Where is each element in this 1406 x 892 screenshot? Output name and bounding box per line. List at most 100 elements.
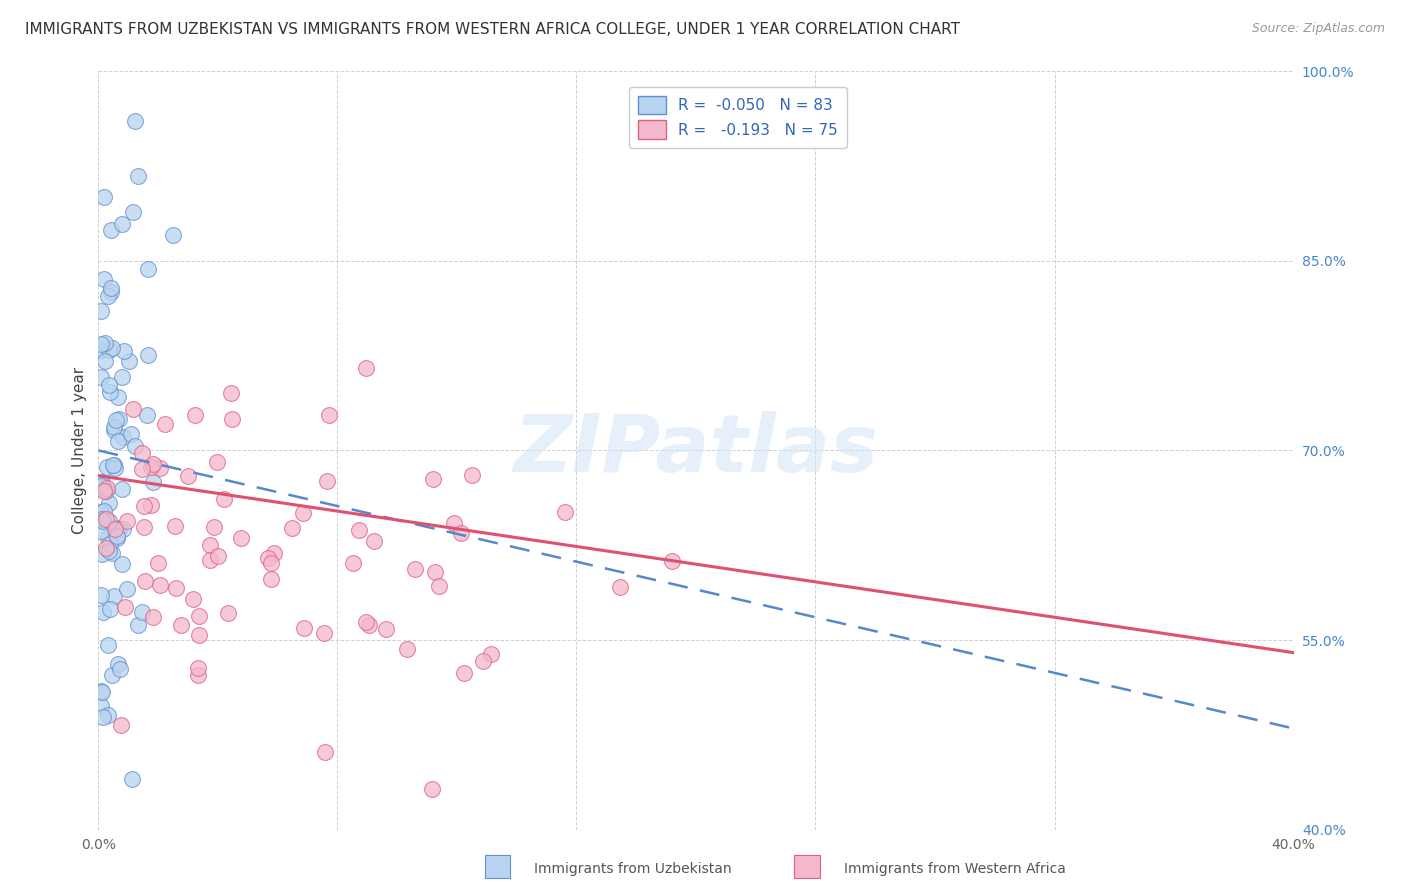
Point bbox=[357, 618, 380, 632]
Point bbox=[93, 483, 115, 498]
Point bbox=[263, 546, 285, 560]
Legend: R =  -0.050   N = 83, R =   -0.193   N = 75: R = -0.050 N = 83, R = -0.193 N = 75 bbox=[628, 87, 846, 148]
Point bbox=[461, 468, 484, 483]
Point bbox=[427, 579, 450, 593]
Point bbox=[184, 408, 207, 422]
Point bbox=[101, 546, 124, 560]
Point bbox=[90, 475, 112, 489]
Point bbox=[96, 512, 118, 526]
Point bbox=[97, 544, 120, 558]
Point bbox=[90, 475, 112, 490]
Point bbox=[111, 370, 134, 384]
Point bbox=[132, 499, 155, 513]
Point bbox=[136, 408, 159, 422]
FancyBboxPatch shape bbox=[794, 855, 820, 878]
Point bbox=[115, 514, 138, 528]
Point bbox=[132, 520, 155, 534]
Point bbox=[108, 522, 131, 536]
Point bbox=[149, 578, 172, 592]
Point bbox=[112, 523, 135, 537]
Point bbox=[207, 549, 229, 563]
Point bbox=[198, 538, 221, 552]
Point bbox=[202, 520, 225, 534]
Point bbox=[104, 413, 127, 427]
Text: Immigrants from Uzbekistan: Immigrants from Uzbekistan bbox=[534, 862, 733, 876]
Point bbox=[354, 615, 377, 630]
Point bbox=[105, 529, 128, 543]
Point bbox=[131, 445, 153, 459]
Point bbox=[450, 526, 472, 541]
Point bbox=[312, 625, 335, 640]
Point bbox=[198, 552, 221, 566]
Point bbox=[187, 668, 209, 682]
Point bbox=[103, 420, 125, 434]
Point bbox=[111, 557, 134, 571]
Point bbox=[148, 556, 170, 570]
Point bbox=[124, 114, 146, 128]
Point bbox=[121, 772, 143, 786]
Point bbox=[107, 390, 129, 404]
Point bbox=[342, 556, 364, 570]
Point bbox=[149, 461, 172, 475]
Point bbox=[110, 718, 132, 732]
Point bbox=[97, 531, 120, 545]
Point bbox=[177, 469, 200, 483]
Point bbox=[111, 483, 134, 497]
Point bbox=[90, 343, 112, 357]
Point bbox=[131, 606, 153, 620]
Point bbox=[90, 337, 112, 351]
Point bbox=[93, 190, 115, 204]
Point bbox=[98, 602, 121, 616]
Point bbox=[90, 304, 112, 318]
Point bbox=[163, 519, 186, 533]
Point bbox=[103, 458, 125, 472]
Point bbox=[103, 522, 125, 536]
Point bbox=[101, 668, 124, 682]
Point bbox=[471, 654, 494, 668]
Point bbox=[554, 505, 576, 519]
Point bbox=[170, 618, 193, 632]
Point bbox=[122, 205, 145, 219]
Point bbox=[136, 348, 159, 362]
Point bbox=[162, 227, 184, 242]
Point bbox=[90, 370, 112, 384]
Point bbox=[93, 482, 115, 496]
Point bbox=[120, 426, 142, 441]
Point bbox=[443, 516, 465, 530]
Point bbox=[187, 608, 209, 623]
Point bbox=[90, 512, 112, 526]
Point bbox=[90, 685, 112, 699]
Point bbox=[187, 661, 209, 675]
Text: IMMIGRANTS FROM UZBEKISTAN VS IMMIGRANTS FROM WESTERN AFRICA COLLEGE, UNDER 1 YE: IMMIGRANTS FROM UZBEKISTAN VS IMMIGRANTS… bbox=[25, 22, 960, 37]
Point bbox=[354, 360, 377, 375]
Point bbox=[260, 572, 283, 586]
Point bbox=[420, 782, 443, 797]
Point bbox=[93, 504, 115, 518]
Point bbox=[103, 423, 125, 437]
Point bbox=[404, 562, 426, 576]
Point bbox=[316, 475, 339, 489]
Point bbox=[91, 547, 114, 561]
Point bbox=[112, 344, 135, 359]
Point bbox=[98, 537, 121, 551]
Point bbox=[115, 582, 138, 597]
Point bbox=[127, 169, 149, 183]
Point bbox=[91, 605, 114, 619]
Point bbox=[101, 341, 124, 355]
Point bbox=[93, 272, 115, 286]
Point bbox=[110, 662, 132, 676]
Text: Immigrants from Western Africa: Immigrants from Western Africa bbox=[844, 862, 1066, 876]
Point bbox=[124, 439, 146, 453]
Point bbox=[205, 455, 228, 469]
Point bbox=[127, 618, 149, 632]
Point bbox=[396, 642, 419, 657]
Point bbox=[139, 498, 162, 512]
Point bbox=[97, 288, 120, 302]
Point bbox=[94, 541, 117, 555]
Point bbox=[188, 628, 211, 642]
Point bbox=[108, 411, 131, 425]
Point bbox=[221, 412, 243, 426]
Point bbox=[423, 565, 446, 579]
Point bbox=[256, 550, 278, 565]
Point bbox=[422, 473, 444, 487]
